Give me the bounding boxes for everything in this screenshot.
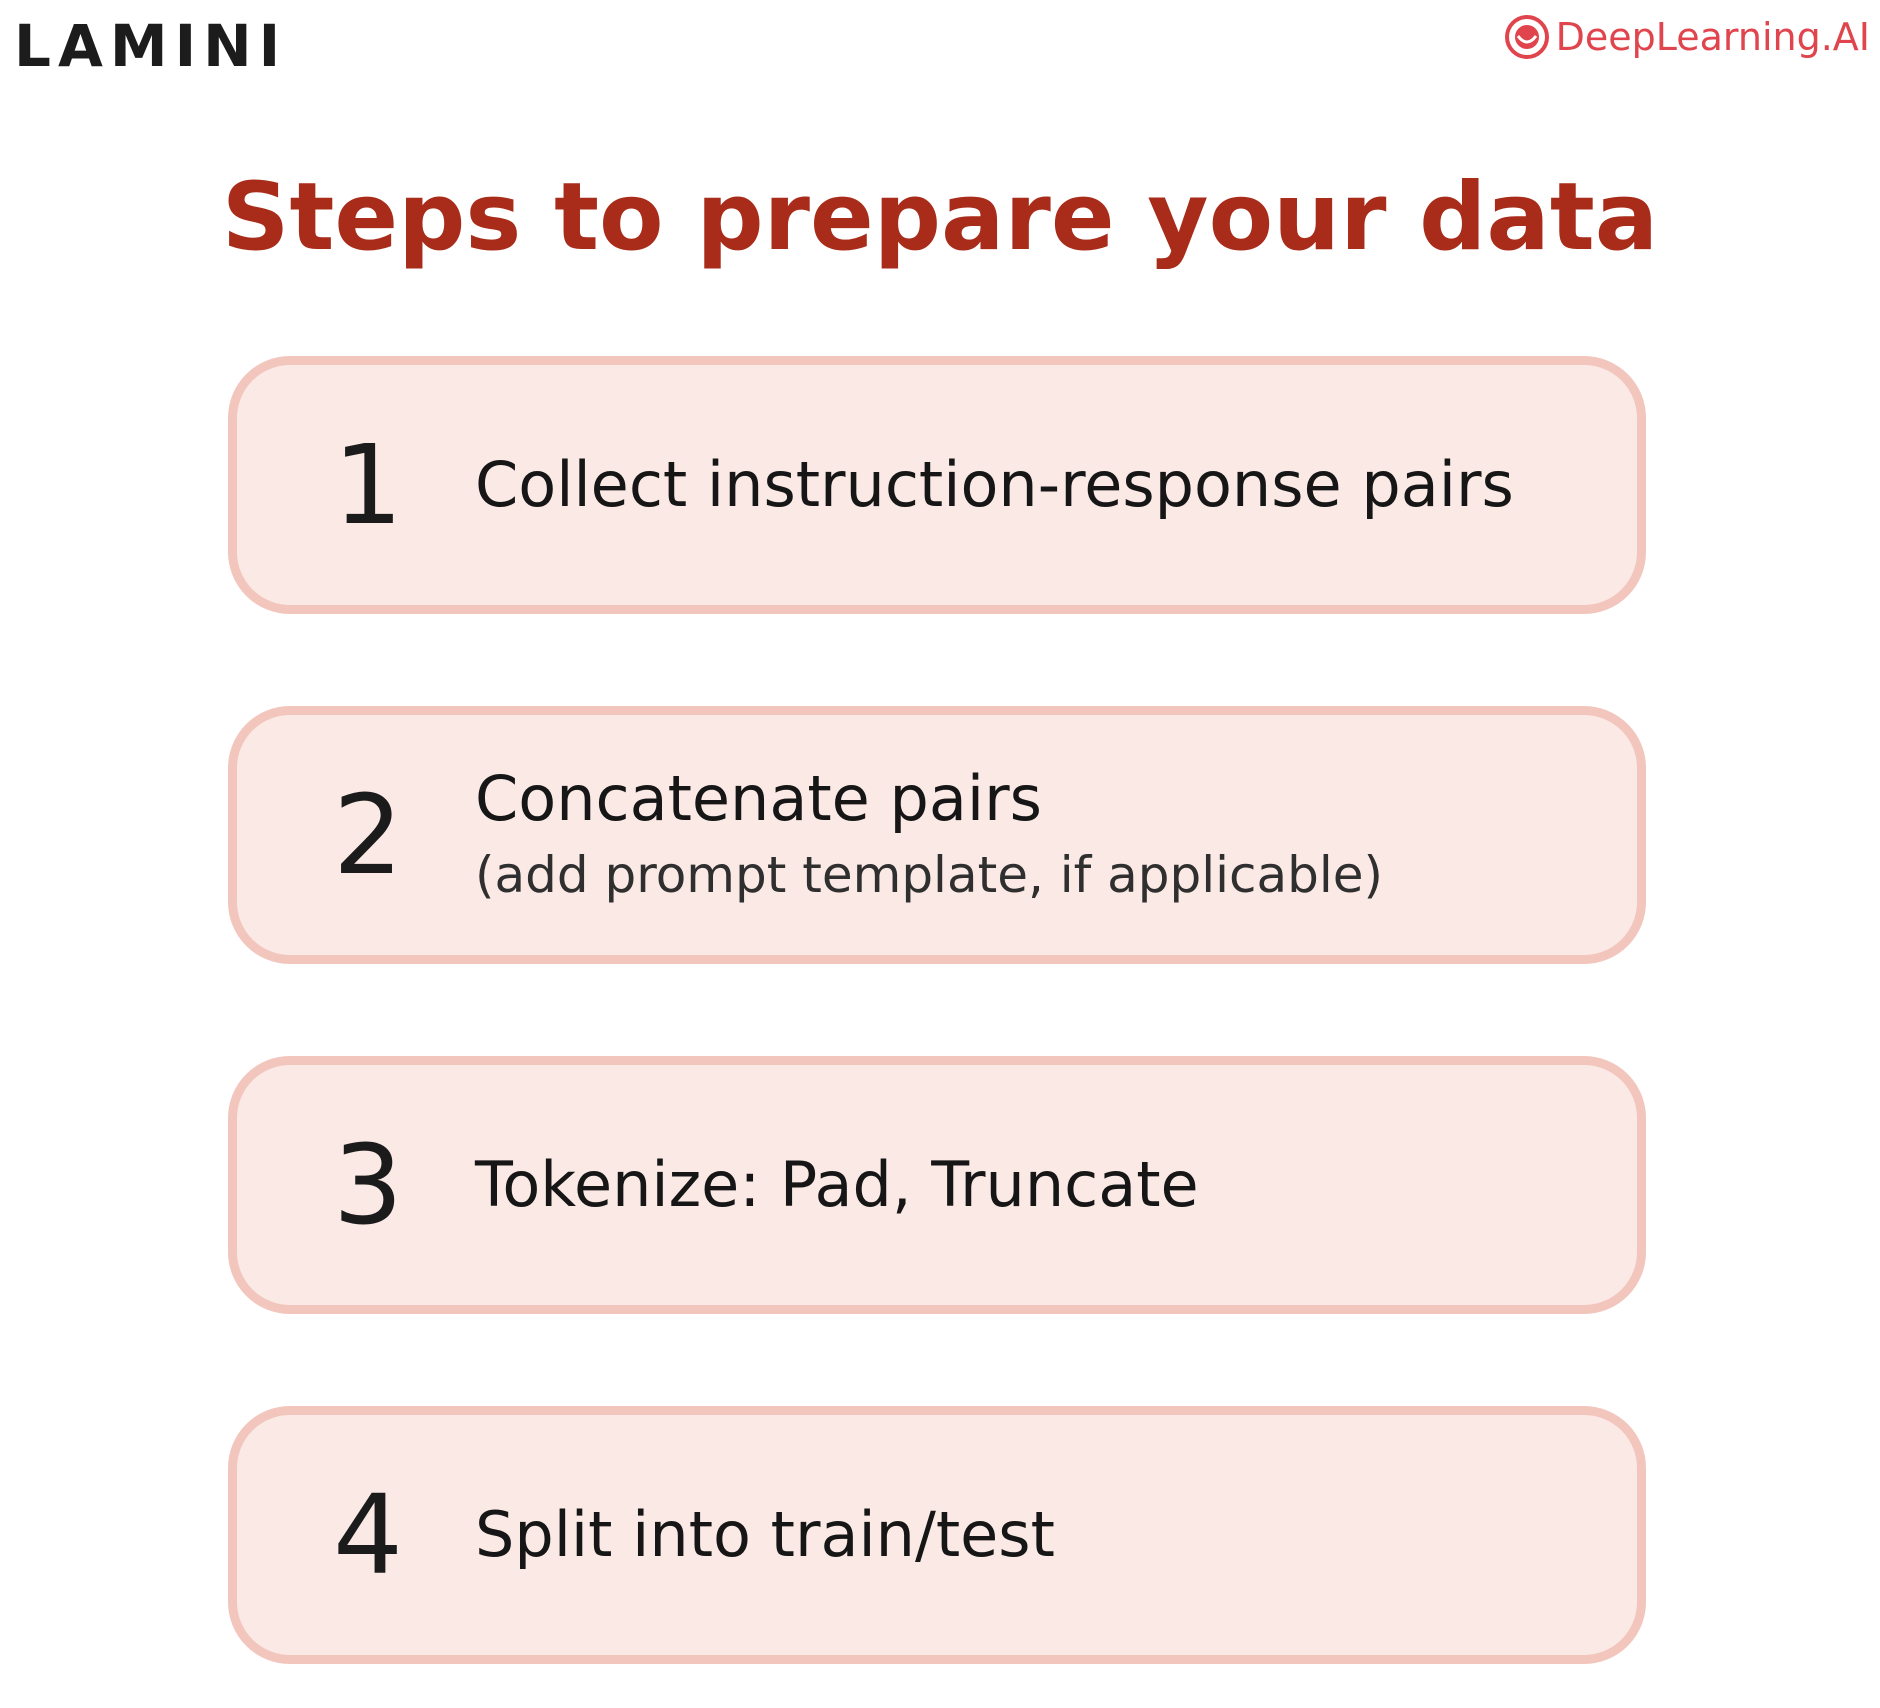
- step-card-3: 3 Tokenize: Pad, Truncate: [228, 1056, 1646, 1314]
- lamini-logo: LAMINI: [14, 12, 288, 80]
- step-title: Concatenate pairs: [475, 762, 1042, 836]
- step-text: Collect instruction-response pairs: [475, 448, 1514, 522]
- step-card-1: 1 Collect instruction-response pairs: [228, 356, 1646, 614]
- step-text: Split into train/test: [475, 1498, 1055, 1572]
- slide-title: Steps to prepare your data: [221, 163, 1659, 272]
- step-number: 1: [333, 421, 403, 549]
- deeplearning-wordmark: DeepLearning.AI: [1555, 15, 1870, 59]
- deeplearning-brand: DeepLearning.AI: [1504, 14, 1870, 60]
- step-text: Concatenate pairs (add prompt template, …: [475, 762, 1383, 907]
- step-number: 2: [333, 771, 403, 899]
- step-title: Split into train/test: [475, 1497, 1055, 1571]
- step-title: Tokenize: Pad, Truncate: [475, 1147, 1199, 1221]
- deeplearning-logo-icon: [1504, 14, 1550, 60]
- step-card-4: 4 Split into train/test: [228, 1406, 1646, 1664]
- step-text: Tokenize: Pad, Truncate: [475, 1148, 1199, 1222]
- step-title: Collect instruction-response pairs: [475, 447, 1514, 521]
- step-number: 3: [333, 1121, 403, 1249]
- step-subtitle: (add prompt template, if applicable): [475, 845, 1384, 904]
- step-number: 4: [333, 1471, 403, 1599]
- step-card-2: 2 Concatenate pairs (add prompt template…: [228, 706, 1646, 964]
